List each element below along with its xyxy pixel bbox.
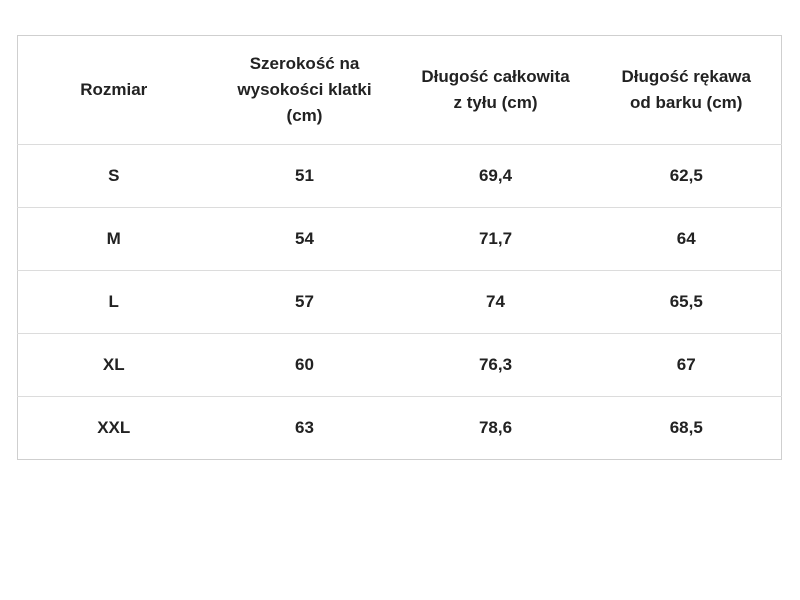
cell-total-length: 78,6	[399, 396, 592, 460]
cell-sleeve-length: 67	[591, 333, 782, 397]
cell-chest-width: 51	[209, 144, 400, 208]
cell-size: M	[17, 207, 210, 271]
table-row: L 57 74 65,5	[17, 270, 782, 334]
table-row: M 54 71,7 64	[17, 207, 782, 271]
cell-chest-width: 63	[209, 396, 400, 460]
header-size: Rozmiar	[80, 80, 148, 99]
table-row: S 51 69,4 62,5	[17, 144, 782, 208]
table-row: XXL 63 78,6 68,5	[17, 396, 782, 460]
header-chest-width: Szerokość na wysokości klatki (cm)	[237, 54, 372, 125]
header-sleeve-length: Długość rękawa od barku (cm)	[621, 67, 751, 112]
size-chart-table: Rozmiar Szerokość na wysokości klatki (c…	[17, 35, 782, 460]
table-body: S 51 69,4 62,5 M 54 71,7 64 L 57 74 65,5…	[17, 144, 782, 460]
cell-size: XXL	[17, 396, 210, 460]
cell-size: XL	[17, 333, 210, 397]
cell-sleeve-length: 68,5	[591, 396, 782, 460]
cell-total-length: 69,4	[399, 144, 592, 208]
cell-total-length: 76,3	[399, 333, 592, 397]
cell-size: L	[17, 270, 210, 334]
cell-chest-width: 60	[209, 333, 400, 397]
cell-sleeve-length: 62,5	[591, 144, 782, 208]
cell-sleeve-length: 65,5	[591, 270, 782, 334]
cell-chest-width: 54	[209, 207, 400, 271]
cell-size: S	[17, 144, 210, 208]
header-total-length: Długość całkowita z tyłu (cm)	[421, 67, 570, 112]
table-header: Rozmiar Szerokość na wysokości klatki (c…	[18, 36, 782, 145]
cell-chest-width: 57	[209, 270, 400, 334]
cell-total-length: 74	[399, 270, 592, 334]
table-row: XL 60 76,3 67	[17, 333, 782, 397]
cell-total-length: 71,7	[399, 207, 592, 271]
header-row: Rozmiar Szerokość na wysokości klatki (c…	[18, 36, 782, 145]
cell-sleeve-length: 64	[591, 207, 782, 271]
